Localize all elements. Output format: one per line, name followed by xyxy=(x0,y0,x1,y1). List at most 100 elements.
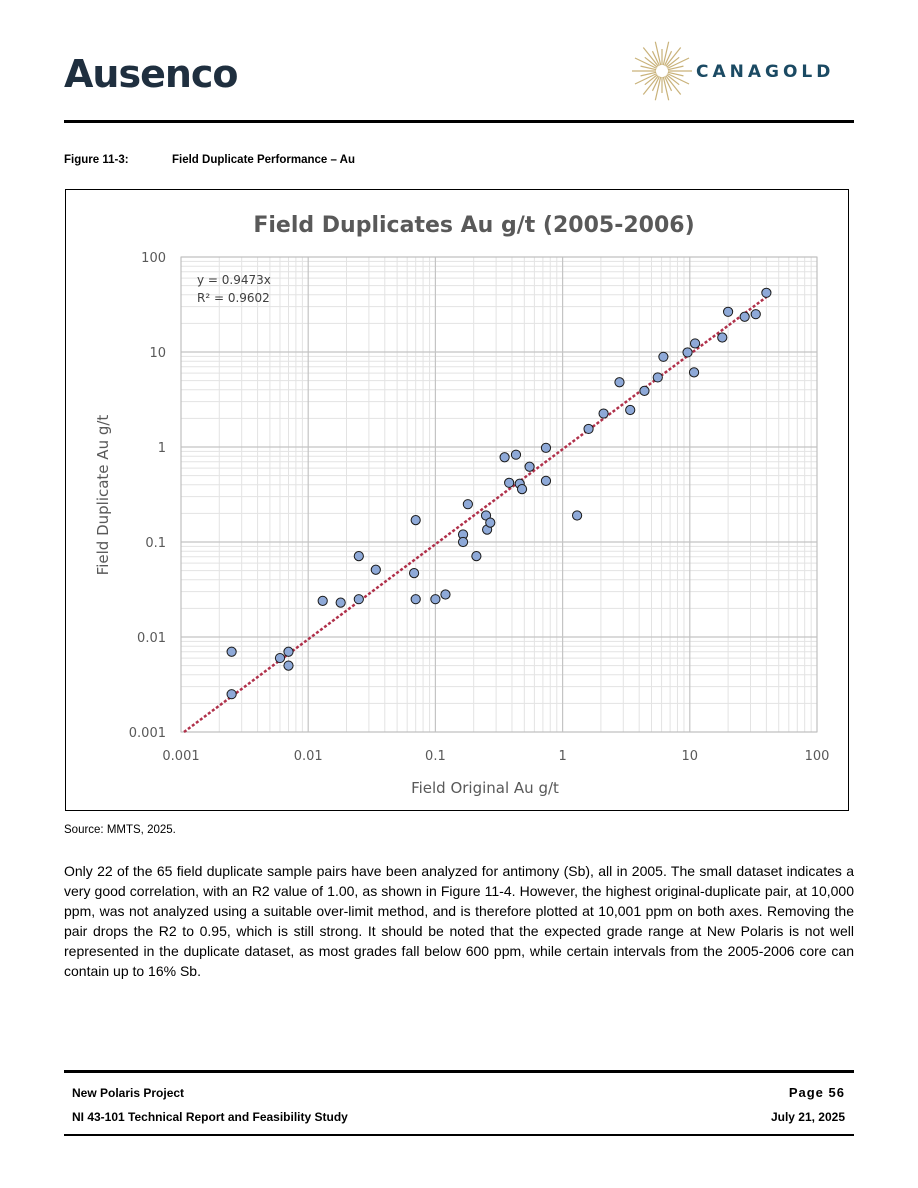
sunburst-ray xyxy=(664,76,673,92)
data-point xyxy=(462,499,473,510)
sunburst-ray xyxy=(667,73,690,85)
sunburst-ray xyxy=(651,50,660,66)
plot-area-border xyxy=(180,256,818,733)
data-point xyxy=(485,517,496,528)
x-tick-label: 1 xyxy=(558,749,566,764)
scatter-chart: Field Duplicates Au g/t (2005-2006) 0.00… xyxy=(94,213,830,797)
data-point xyxy=(408,568,420,579)
sunburst-ray xyxy=(666,56,680,68)
data-point xyxy=(598,408,609,419)
data-point xyxy=(614,377,625,388)
sunburst-ray xyxy=(667,71,684,77)
y-tick-label: 1 xyxy=(158,441,166,456)
chart-frame: Field Duplicates Au g/t (2005-2006) 0.00… xyxy=(65,189,849,811)
sunburst-ray xyxy=(667,65,684,71)
y-tick-label: 10 xyxy=(149,346,166,361)
y-axis-label: Field Duplicate Au g/t xyxy=(94,415,112,576)
sunburst-ray xyxy=(644,74,658,86)
x-tick-label: 0.001 xyxy=(162,749,199,764)
data-point xyxy=(317,595,328,606)
sunburst-ray xyxy=(654,76,662,101)
x-tick-label: 100 xyxy=(805,749,830,764)
sunburst-ray xyxy=(654,41,662,66)
data-point xyxy=(516,484,528,495)
data-point xyxy=(750,309,761,320)
data-point xyxy=(639,385,650,396)
footer-project: New Polaris Project xyxy=(72,1086,185,1100)
y-tick-label: 0.01 xyxy=(137,631,166,646)
sunburst-ray xyxy=(640,65,657,71)
data-point xyxy=(652,372,663,383)
y-tick-label: 0.1 xyxy=(145,536,166,551)
sunburst-ray xyxy=(634,57,657,69)
sunburst-ray xyxy=(642,47,659,67)
figure-source: Source: MMTS, 2025. xyxy=(64,824,176,836)
data-point xyxy=(283,646,294,657)
footer-rule xyxy=(64,1070,854,1073)
data-point xyxy=(457,536,469,548)
data-point xyxy=(471,551,482,562)
sunburst-icon xyxy=(632,41,692,101)
data-point xyxy=(499,452,510,463)
ausenco-logo: Ausenco xyxy=(64,52,239,96)
sunburst-ray xyxy=(642,75,659,95)
x-tick-label: 10 xyxy=(682,749,699,764)
sunburst-ray xyxy=(651,76,660,92)
sunburst-ray xyxy=(667,57,690,69)
sunburst-ray xyxy=(662,76,670,101)
data-point xyxy=(524,461,535,472)
y-tick-label: 0.001 xyxy=(129,726,166,741)
canagold-logo: CANAGOLD xyxy=(632,38,854,104)
chart-title: Field Duplicates Au g/t (2005-2006) xyxy=(253,213,694,238)
data-point xyxy=(410,515,421,526)
data-point xyxy=(226,689,237,700)
data-point xyxy=(335,597,346,608)
data-point xyxy=(510,449,522,460)
data-point xyxy=(688,367,700,378)
data-point xyxy=(274,652,286,664)
data-point xyxy=(440,589,451,600)
trendline-equation: y = 0.9473x xyxy=(197,273,271,287)
data-point xyxy=(430,594,441,605)
x-axis-label: Field Original Au g/t xyxy=(411,779,559,797)
sunburst-ray xyxy=(662,41,670,66)
data-point xyxy=(739,311,750,322)
data-point xyxy=(625,404,636,416)
data-point xyxy=(353,551,364,562)
data-point xyxy=(504,477,515,488)
sunburst-ray xyxy=(664,50,673,66)
data-point xyxy=(540,442,552,453)
data-point xyxy=(571,510,583,521)
data-point xyxy=(353,594,364,605)
figure-number: Figure 11-3: xyxy=(64,154,129,166)
data-point xyxy=(682,347,693,358)
figure-caption: Figure 11-3: Field Duplicate Performance … xyxy=(64,154,355,166)
trendline xyxy=(183,296,768,734)
sunburst-ray xyxy=(665,75,682,95)
y-tick-label: 100 xyxy=(141,251,166,266)
footer-rule-bottom xyxy=(64,1134,854,1136)
sunburst-ray xyxy=(640,71,657,77)
sunburst-ray xyxy=(665,47,682,67)
x-tick-label: 0.1 xyxy=(425,749,446,764)
figure-title: Field Duplicate Performance – Au xyxy=(172,154,355,166)
footer-page: Page 56 xyxy=(788,1085,845,1100)
footer-date: July 21, 2025 xyxy=(770,1110,845,1124)
data-point xyxy=(226,646,237,657)
data-point xyxy=(583,423,594,435)
sunburst-ray xyxy=(644,56,658,68)
data-point xyxy=(722,306,734,317)
data-point xyxy=(370,564,381,575)
sunburst-ray xyxy=(666,74,680,86)
header-rule xyxy=(64,120,854,123)
data-point xyxy=(761,287,772,298)
data-point xyxy=(717,332,728,343)
sunburst-ray xyxy=(634,73,657,85)
data-point xyxy=(410,594,421,605)
canagold-wordmark: CANAGOLD xyxy=(696,62,835,82)
data-point xyxy=(658,351,669,362)
footer-report: NI 43-101 Technical Report and Feasibili… xyxy=(72,1110,348,1124)
trendline-r2: R² = 0.9602 xyxy=(197,291,270,305)
data-point xyxy=(283,660,294,671)
data-point xyxy=(540,475,552,486)
